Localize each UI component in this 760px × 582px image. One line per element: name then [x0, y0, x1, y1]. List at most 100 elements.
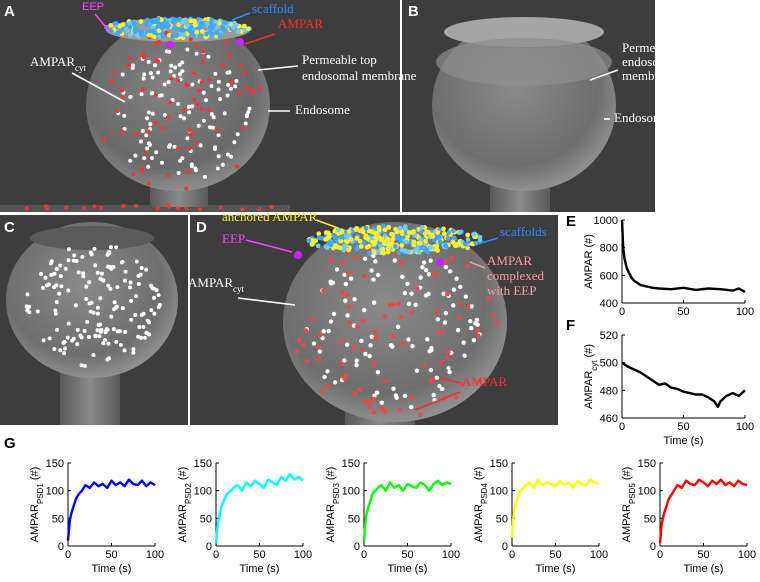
- particle: [244, 114, 249, 119]
- particle: [430, 377, 435, 383]
- particle: [309, 241, 315, 247]
- particle: [123, 278, 128, 283]
- particle: [269, 204, 274, 209]
- particle: [469, 304, 474, 309]
- particle: [325, 230, 331, 236]
- y-tick-label: 100: [638, 486, 656, 498]
- particle: [425, 337, 430, 342]
- particle: [442, 259, 448, 264]
- particle: [146, 164, 151, 169]
- particle: [166, 80, 171, 85]
- label-sub: cyt: [233, 284, 244, 294]
- x-tick-label: 0: [619, 421, 625, 433]
- particle: [360, 318, 365, 323]
- particle: [450, 228, 456, 234]
- y-tick-label: 400: [600, 298, 618, 310]
- label: Permeable top: [622, 40, 697, 55]
- particle: [491, 313, 496, 319]
- particle: [202, 174, 207, 179]
- y-label-sub: cyt: [590, 360, 599, 371]
- particle: [154, 40, 159, 45]
- particle: [127, 285, 132, 290]
- particle: [72, 253, 77, 258]
- particle: [144, 133, 149, 138]
- particle: [462, 353, 467, 358]
- particle: [201, 118, 206, 123]
- particle: [73, 303, 78, 308]
- particle: [198, 143, 203, 148]
- particle: [129, 298, 134, 303]
- particle: [235, 132, 240, 137]
- particle: [75, 342, 80, 347]
- particle: [431, 392, 436, 398]
- particle: [153, 120, 158, 125]
- particle: [131, 21, 137, 27]
- y-tick-label: 100: [490, 486, 508, 498]
- particle: [432, 237, 437, 243]
- particle: [249, 87, 254, 92]
- particle: [216, 133, 221, 138]
- particle: [475, 327, 480, 333]
- y-axis-label: AMPARPSD2 (#): [177, 467, 193, 543]
- particle: [340, 261, 345, 266]
- particle: [342, 358, 347, 363]
- data-line: [214, 472, 304, 544]
- particle: [358, 244, 364, 249]
- particle: [419, 229, 424, 235]
- particle: [451, 303, 456, 308]
- particle: [443, 310, 449, 316]
- particle: [233, 84, 238, 89]
- particle: [423, 293, 429, 298]
- particle: [98, 329, 103, 334]
- particle: [363, 225, 369, 231]
- particle: [48, 261, 53, 266]
- particle: [434, 309, 439, 315]
- particle: [204, 31, 209, 37]
- particle: [128, 56, 133, 61]
- panel-letter: E: [566, 213, 576, 230]
- particle: [409, 395, 414, 400]
- particle: [388, 343, 394, 348]
- particle: [117, 29, 123, 34]
- particle: [40, 286, 45, 291]
- particle: [134, 259, 139, 264]
- particle: [395, 324, 401, 330]
- particle: [199, 80, 204, 85]
- particle: [325, 383, 330, 389]
- particle: [354, 362, 359, 368]
- particle: [138, 272, 143, 277]
- particle: [198, 207, 203, 212]
- particle: [379, 400, 384, 405]
- particle: [428, 367, 434, 373]
- particle: [411, 242, 417, 248]
- particle: [80, 254, 85, 259]
- x-tick-label: 50: [697, 549, 709, 561]
- particle: [401, 341, 406, 347]
- particle: [155, 206, 160, 211]
- label: endosomal membrane: [302, 68, 417, 83]
- particle: [54, 267, 59, 272]
- particle: [146, 59, 151, 64]
- particle: [53, 308, 58, 313]
- particle: [474, 317, 480, 323]
- label: membrane: [622, 68, 677, 83]
- particle: [79, 335, 84, 340]
- particle: [346, 304, 352, 310]
- particle: [165, 115, 170, 120]
- particle: [85, 319, 90, 324]
- particle: [74, 258, 79, 263]
- particle: [139, 92, 144, 97]
- particle: [216, 79, 221, 84]
- particle: [180, 60, 185, 65]
- particle: [371, 410, 377, 415]
- particle: [435, 230, 441, 235]
- label: Permeable top: [302, 52, 377, 67]
- y-tick-label: 0: [354, 541, 360, 553]
- particle: [321, 288, 326, 293]
- y-label-unit: (#): [473, 467, 485, 480]
- particle: [82, 363, 87, 368]
- y-label-text: AMPAR: [177, 504, 189, 542]
- particle: [375, 272, 381, 278]
- y-tick-label: 0: [502, 541, 508, 553]
- particle: [134, 131, 139, 136]
